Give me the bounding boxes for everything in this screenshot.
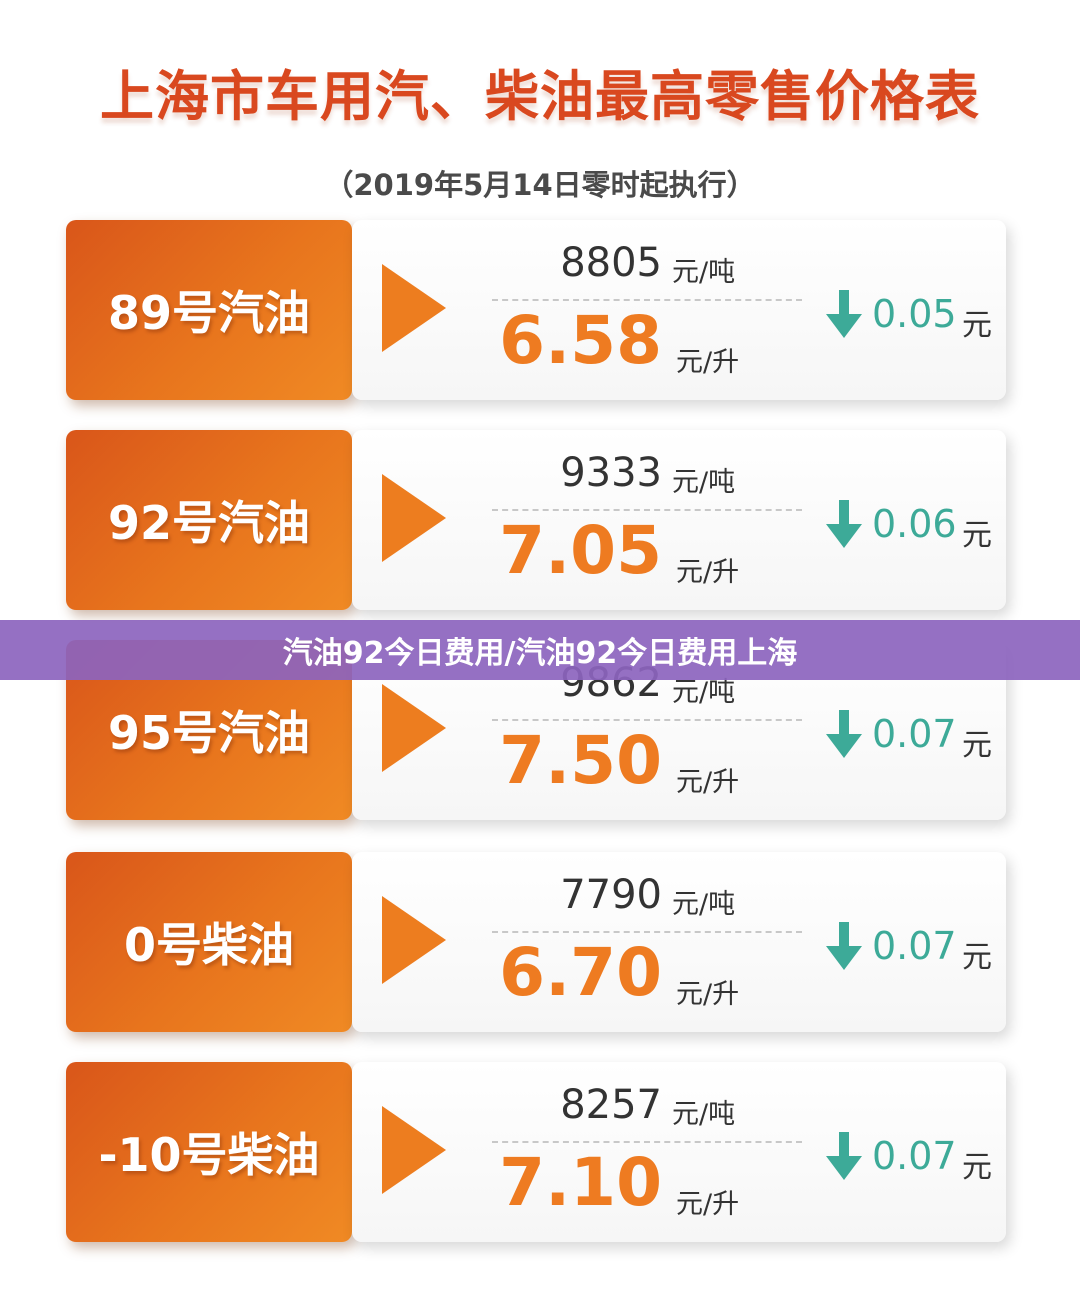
change-unit: 元 (962, 1150, 992, 1185)
price-change: 0.05 (872, 292, 957, 336)
unit-per-liter: 元/升 (676, 557, 740, 588)
change-unit: 元 (962, 940, 992, 975)
divider (492, 299, 802, 301)
price-card: 8257 元/吨 7.10 元/升 0.07 元 (352, 1062, 1006, 1242)
unit-per-liter: 元/升 (676, 767, 740, 798)
divider (492, 719, 802, 721)
change-unit: 元 (962, 518, 992, 553)
unit-per-ton: 元/吨 (672, 1099, 736, 1130)
unit-per-ton: 元/吨 (672, 467, 736, 498)
play-arrow-icon (382, 264, 446, 352)
down-arrow-icon (826, 922, 862, 970)
fuel-name: 89号汽油 (66, 220, 352, 400)
play-arrow-icon (382, 1106, 446, 1194)
page-title: 上海市车用汽、柴油最高零售价格表 (100, 65, 980, 128)
play-arrow-icon (382, 896, 446, 984)
unit-per-liter: 元/升 (676, 1189, 740, 1220)
unit-per-liter: 元/升 (676, 347, 740, 378)
price-per-ton: 8805 (560, 240, 662, 286)
price-card: 9333 元/吨 7.05 元/升 0.06 元 (352, 430, 1006, 610)
price-per-ton: 8257 (560, 1082, 662, 1128)
play-arrow-icon (382, 474, 446, 562)
fuel-name: 92号汽油 (66, 430, 352, 610)
divider (492, 1141, 802, 1143)
price-per-liter: 7.05 (499, 512, 662, 589)
unit-per-ton: 元/吨 (672, 257, 736, 288)
price-change: 0.06 (872, 502, 957, 546)
down-arrow-icon (826, 290, 862, 338)
fuel-row: 92号汽油 9333 元/吨 7.05 元/升 0.06 元 (66, 430, 1006, 610)
price-change: 0.07 (872, 1134, 957, 1178)
price-per-liter: 7.10 (499, 1144, 662, 1221)
down-arrow-icon (826, 1132, 862, 1180)
unit-per-ton: 元/吨 (672, 889, 736, 920)
price-change: 0.07 (872, 924, 957, 968)
price-per-ton: 9333 (560, 450, 662, 496)
divider (492, 931, 802, 933)
price-change: 0.07 (872, 712, 957, 756)
price-per-liter: 6.58 (499, 302, 662, 379)
price-card: 7790 元/吨 6.70 元/升 0.07 元 (352, 852, 1006, 1032)
fuel-row: 0号柴油 7790 元/吨 6.70 元/升 0.07 元 (66, 852, 1006, 1032)
caption-banner: 汽油92今日费用/汽油92今日费用上海 (0, 620, 1080, 680)
unit-per-ton: 元/吨 (672, 677, 736, 708)
fuel-row: 89号汽油 8805 元/吨 6.58 元/升 0.05 元 (66, 220, 1006, 400)
play-arrow-icon (382, 684, 446, 772)
divider (492, 509, 802, 511)
fuel-name: -10号柴油 (66, 1062, 352, 1242)
unit-per-liter: 元/升 (676, 979, 740, 1010)
fuel-row: -10号柴油 8257 元/吨 7.10 元/升 0.07 元 (66, 1062, 1006, 1242)
change-unit: 元 (962, 308, 992, 343)
down-arrow-icon (826, 500, 862, 548)
effective-date: （2019年5月14日零时起执行） (324, 168, 756, 202)
fuel-name: 0号柴油 (66, 852, 352, 1032)
change-unit: 元 (962, 728, 992, 763)
price-per-liter: 6.70 (499, 934, 662, 1011)
price-per-ton: 7790 (560, 872, 662, 918)
price-per-liter: 7.50 (499, 722, 662, 799)
down-arrow-icon (826, 710, 862, 758)
price-card: 8805 元/吨 6.58 元/升 0.05 元 (352, 220, 1006, 400)
